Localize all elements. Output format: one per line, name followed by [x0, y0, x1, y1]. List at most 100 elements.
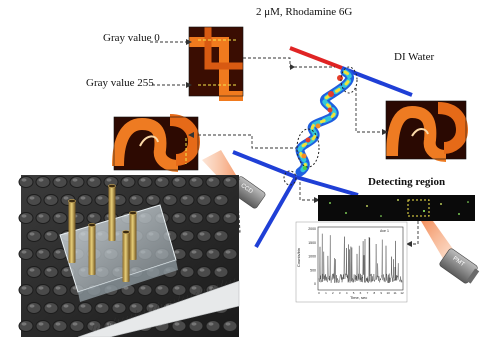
photo-texture-bump [35, 284, 51, 296]
ruler-tick [139, 311, 141, 316]
photo-texture-bump [213, 194, 229, 206]
photo-texture-bump [145, 194, 161, 206]
chip-photo [18, 175, 240, 337]
photo-texture-bump [213, 266, 229, 278]
ruler-tick [121, 317, 124, 322]
photo-texture-bump [18, 320, 34, 332]
photo-texture-highlight [21, 322, 27, 326]
ruler-tick [233, 278, 236, 283]
photo-texture-highlight [89, 214, 95, 218]
plot-xtick-label: 0 [318, 291, 320, 295]
ruler-tick [169, 300, 171, 306]
photo-texture-bump [222, 176, 238, 188]
photo-texture-bump [18, 176, 34, 188]
photo-texture-highlight [174, 322, 180, 326]
photo-texture-highlight [131, 304, 137, 308]
ruler-tick [104, 323, 107, 328]
ruler-tick [186, 294, 188, 300]
photo-texture-highlight [208, 214, 214, 218]
photo-texture-highlight [182, 232, 188, 236]
plot-ytick-label: 0 [314, 282, 316, 286]
photo-texture-highlight [216, 196, 222, 200]
leader-right-panel [355, 88, 386, 133]
photo-texture-bump [26, 302, 42, 314]
fluorescence-image-top [188, 26, 244, 101]
plot-xtick-label: 4 [346, 291, 348, 295]
brass-pin-top [88, 223, 96, 227]
photo-texture-highlight [114, 304, 120, 308]
leader-detect-bottom [409, 221, 419, 245]
gray-value-255-label: Gray value 255 [86, 77, 154, 89]
photo-texture-bump [154, 284, 170, 296]
plot-xtick-label: 5 [353, 291, 355, 295]
fluorescence-image-right [385, 100, 469, 162]
photo-texture-highlight [38, 178, 44, 182]
photo-texture-highlight [80, 304, 86, 308]
photo-texture-highlight [199, 232, 205, 236]
photo-texture-bump [205, 212, 221, 224]
photo-texture-highlight [191, 322, 197, 326]
photo-texture-highlight [38, 214, 44, 218]
photo-texture-bump [52, 212, 68, 224]
photo-texture-bump [222, 248, 238, 260]
plot-signal-line [318, 233, 403, 284]
photo-texture-highlight [21, 250, 27, 254]
outlet-channel [254, 176, 298, 248]
photo-texture-bump [196, 194, 212, 206]
photo-texture-highlight [114, 196, 120, 200]
photo-texture-bump [26, 266, 42, 278]
photo-texture-highlight [106, 322, 112, 326]
detecting-region-box [407, 199, 430, 217]
ruler-tick [190, 293, 193, 298]
photo-texture-highlight [29, 268, 35, 272]
plot-ylabel: Counts/bin [296, 247, 302, 268]
photo-texture-highlight [29, 232, 35, 236]
plot-xtick-label: 1 [325, 291, 327, 295]
photo-texture-highlight [165, 196, 171, 200]
photo-texture-highlight [63, 268, 69, 272]
serpentine-mixer [295, 67, 354, 177]
highlight-ellipse-top [340, 66, 358, 94]
plot-xlabel: Time, sec [350, 295, 368, 300]
photo-texture-highlight [89, 178, 95, 182]
ruler-tick [96, 326, 98, 331]
photo-texture-highlight [21, 214, 27, 218]
photo-texture-highlight [182, 196, 188, 200]
photo-texture-bump [179, 194, 195, 206]
ruler-tick [216, 284, 219, 289]
photo-texture-bump [205, 176, 221, 188]
photo-texture-bump [162, 194, 178, 206]
cross-channel-right [295, 175, 359, 197]
photo-texture-bump [111, 302, 127, 314]
photo-texture-highlight [174, 250, 180, 254]
ruler-tick [207, 287, 210, 292]
photo-texture-bump [35, 212, 51, 224]
cross-channel-left [232, 150, 297, 179]
gray-value-0-label: Gray value 0 [103, 32, 160, 44]
detecting-region-label: Detecting region [368, 176, 446, 188]
photo-texture-bump [69, 176, 85, 188]
photo-texture-highlight [191, 286, 197, 290]
photo-texture-highlight [148, 196, 154, 200]
photo-texture-highlight [208, 286, 214, 290]
highlight-ellipse-mid [296, 128, 320, 168]
photo-texture-highlight [46, 196, 52, 200]
ruler-tick [194, 291, 197, 297]
ruler-tick [156, 302, 159, 310]
plot-ytick-label: 1500 [308, 241, 316, 245]
photo-texture-highlight [174, 286, 180, 290]
photo-texture-bump [205, 320, 221, 332]
plot-ytick-label: 1000 [308, 255, 316, 259]
ruler-tick [220, 279, 224, 288]
fluorescence-image-left [112, 114, 201, 172]
photo-texture-bump [94, 302, 110, 314]
photo-texture-bump [35, 320, 51, 332]
photo-texture-bump [171, 212, 187, 224]
photo-texture-bump [43, 194, 59, 206]
ruler [77, 280, 240, 337]
photo-texture-highlight [38, 322, 44, 326]
photo-texture-highlight [225, 178, 231, 182]
photo-texture-highlight [140, 178, 146, 182]
photo-texture-highlight [38, 286, 44, 290]
plot-ytick-label: 500 [310, 268, 316, 272]
